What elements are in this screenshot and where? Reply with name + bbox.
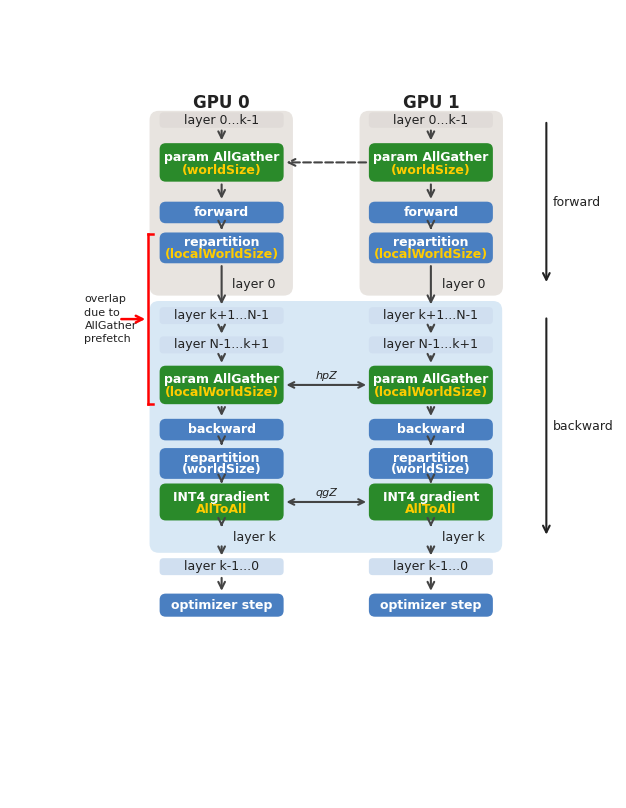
FancyBboxPatch shape xyxy=(369,558,493,575)
Text: layer k: layer k xyxy=(442,531,485,544)
Text: (worldSize): (worldSize) xyxy=(391,163,471,177)
Text: repartition: repartition xyxy=(184,452,259,465)
Text: INT4 gradient: INT4 gradient xyxy=(382,490,479,503)
FancyBboxPatch shape xyxy=(160,143,284,182)
FancyBboxPatch shape xyxy=(160,233,284,263)
Text: hpZ: hpZ xyxy=(316,371,337,381)
Text: (localWorldSize): (localWorldSize) xyxy=(374,247,488,260)
Text: (localWorldSize): (localWorldSize) xyxy=(165,247,279,260)
FancyBboxPatch shape xyxy=(369,336,493,353)
FancyBboxPatch shape xyxy=(369,419,493,440)
Text: overlap
due to
AllGather
prefetch: overlap due to AllGather prefetch xyxy=(85,294,137,344)
Text: qgZ: qgZ xyxy=(316,488,337,498)
Text: (localWorldSize): (localWorldSize) xyxy=(374,386,488,399)
FancyBboxPatch shape xyxy=(160,112,284,128)
Text: backward: backward xyxy=(188,423,255,436)
Text: forward: forward xyxy=(553,196,601,209)
FancyBboxPatch shape xyxy=(160,202,284,223)
FancyBboxPatch shape xyxy=(160,594,284,617)
FancyBboxPatch shape xyxy=(369,366,493,404)
FancyBboxPatch shape xyxy=(369,112,493,128)
FancyBboxPatch shape xyxy=(359,111,503,296)
Text: layer k: layer k xyxy=(233,531,275,544)
Text: backward: backward xyxy=(553,420,613,433)
FancyBboxPatch shape xyxy=(160,307,284,324)
Text: optimizer step: optimizer step xyxy=(380,599,481,612)
Text: param AllGather: param AllGather xyxy=(373,151,488,164)
FancyBboxPatch shape xyxy=(160,336,284,353)
FancyBboxPatch shape xyxy=(160,483,284,520)
Text: param AllGather: param AllGather xyxy=(373,373,488,386)
Text: layer k-1...0: layer k-1...0 xyxy=(393,560,468,573)
FancyBboxPatch shape xyxy=(150,301,502,553)
Text: AllToAll: AllToAll xyxy=(196,503,247,516)
FancyBboxPatch shape xyxy=(369,483,493,520)
FancyBboxPatch shape xyxy=(160,558,284,575)
FancyBboxPatch shape xyxy=(369,448,493,479)
FancyBboxPatch shape xyxy=(369,143,493,182)
Text: (worldSize): (worldSize) xyxy=(182,463,262,476)
Text: (localWorldSize): (localWorldSize) xyxy=(165,386,279,399)
Text: param AllGather: param AllGather xyxy=(164,151,279,164)
FancyBboxPatch shape xyxy=(369,307,493,324)
Text: repartition: repartition xyxy=(184,237,259,250)
Text: forward: forward xyxy=(403,206,458,219)
Text: layer k+1...N-1: layer k+1...N-1 xyxy=(383,309,478,322)
Text: layer 0...k-1: layer 0...k-1 xyxy=(184,114,259,127)
FancyBboxPatch shape xyxy=(160,448,284,479)
Text: param AllGather: param AllGather xyxy=(164,373,279,386)
Text: repartition: repartition xyxy=(393,237,469,250)
Text: INT4 gradient: INT4 gradient xyxy=(173,490,270,503)
Text: layer k-1...0: layer k-1...0 xyxy=(184,560,259,573)
Text: optimizer step: optimizer step xyxy=(171,599,272,612)
Text: (worldSize): (worldSize) xyxy=(391,463,471,476)
Text: layer N-1...k+1: layer N-1...k+1 xyxy=(383,339,478,351)
Text: layer k+1...N-1: layer k+1...N-1 xyxy=(174,309,269,322)
Text: (worldSize): (worldSize) xyxy=(182,163,262,177)
Text: backward: backward xyxy=(397,423,465,436)
Text: AllToAll: AllToAll xyxy=(405,503,456,516)
Text: forward: forward xyxy=(194,206,249,219)
FancyBboxPatch shape xyxy=(369,594,493,617)
Text: layer 0: layer 0 xyxy=(442,278,485,292)
Text: GPU 0: GPU 0 xyxy=(193,94,250,112)
FancyBboxPatch shape xyxy=(160,366,284,404)
FancyBboxPatch shape xyxy=(150,111,293,296)
Text: layer 0: layer 0 xyxy=(232,278,276,292)
Text: repartition: repartition xyxy=(393,452,469,465)
Text: GPU 1: GPU 1 xyxy=(403,94,459,112)
Text: layer 0...k-1: layer 0...k-1 xyxy=(393,114,468,127)
FancyBboxPatch shape xyxy=(369,233,493,263)
Text: layer N-1...k+1: layer N-1...k+1 xyxy=(174,339,269,351)
FancyBboxPatch shape xyxy=(369,202,493,223)
FancyBboxPatch shape xyxy=(160,419,284,440)
